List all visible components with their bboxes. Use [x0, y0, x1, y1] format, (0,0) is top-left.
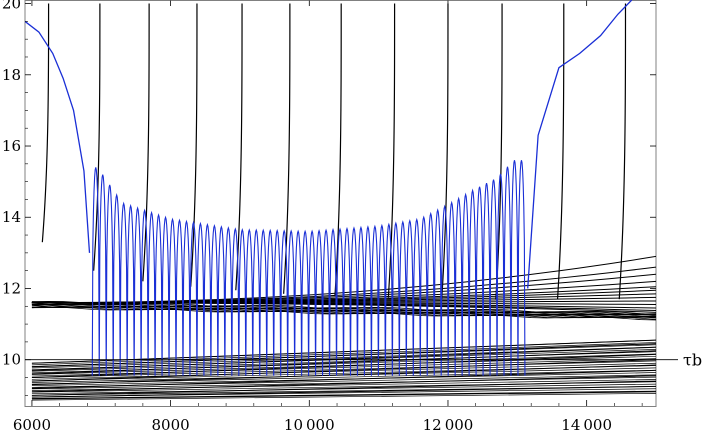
black-wedge-line	[31, 388, 656, 398]
black-wedge-line	[31, 369, 656, 385]
x-axis: 6000 8000 10 000 12 000 14 000	[13, 0, 643, 434]
plot-frame	[24, 0, 657, 407]
black-wedge-line	[31, 381, 656, 393]
black-wedge-line	[31, 374, 656, 388]
black-wedge-line	[31, 376, 656, 390]
black-fan-lower-line	[31, 391, 656, 400]
black-spike-line	[142, 3, 150, 282]
black-wedge-line	[31, 379, 656, 391]
y-tick-label: 20	[2, 0, 21, 13]
reference-line-label: τb	[683, 351, 702, 370]
x-tick-label: 6000	[13, 416, 51, 434]
x-tick-label: 12 000	[423, 416, 474, 434]
y-tick-label: 10	[2, 351, 21, 369]
black-wedge-line	[31, 393, 656, 401]
black-spike-line	[190, 3, 198, 287]
y-tick-label: 18	[2, 66, 21, 84]
black-wedge-line	[31, 372, 656, 387]
y-axis: 10 12 14 16 18 20	[2, 0, 656, 396]
x-tick-label: 10 000	[284, 416, 335, 434]
y-tick-label: 12	[2, 279, 21, 297]
blue-right-branch	[527, 0, 633, 289]
black-spike-line	[41, 3, 50, 243]
black-spike-line	[618, 3, 627, 300]
blue-series-group	[25, 0, 633, 376]
black-spike-line	[495, 3, 503, 300]
blue-oscillation	[91, 160, 526, 376]
black-spike-line	[441, 3, 449, 300]
y-tick-label: 14	[2, 208, 21, 226]
black-wedge-line	[31, 386, 656, 396]
x-tick-label: 14 000	[561, 416, 612, 434]
x-tick-label: 8000	[152, 416, 190, 434]
black-spike-line	[334, 3, 342, 296]
black-fan-lower-line	[31, 375, 656, 393]
y-tick-label: 16	[2, 137, 21, 155]
blue-left-branch	[25, 20, 91, 253]
black-spike-line	[93, 3, 101, 271]
black-wedge-line	[31, 390, 656, 399]
black-spike-line	[556, 3, 565, 300]
black-wedge-line	[31, 383, 656, 395]
black-spike-line	[235, 3, 243, 291]
